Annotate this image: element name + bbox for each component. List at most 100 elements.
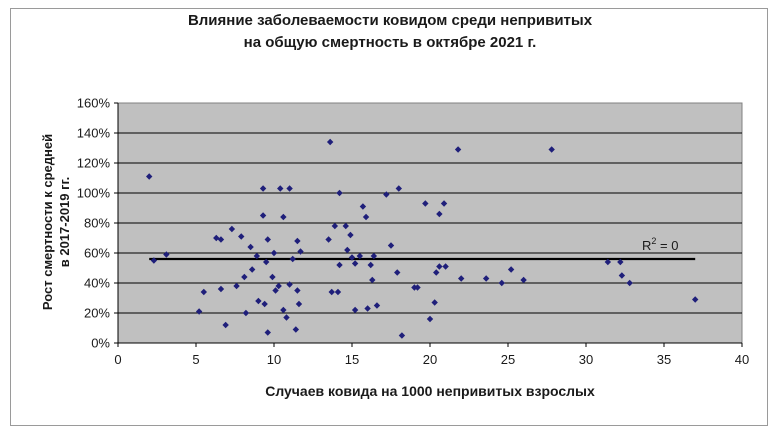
trendline-label-rest: = 0 [656, 238, 678, 253]
data-point [261, 300, 268, 308]
data-point [433, 269, 440, 276]
data-point [370, 252, 378, 260]
data-point [195, 308, 203, 315]
data-point [263, 258, 270, 266]
y-tick-label: 140% [77, 126, 111, 141]
data-point [294, 237, 301, 245]
data-point [253, 252, 261, 260]
data-point [426, 315, 434, 323]
data-point [264, 236, 271, 243]
data-point [431, 299, 438, 306]
data-point [458, 275, 465, 282]
y-tick-label: 40% [84, 276, 110, 291]
data-point [269, 273, 276, 281]
data-point [248, 266, 256, 273]
data-point [280, 306, 287, 314]
data-point [294, 287, 301, 294]
data-point [336, 261, 343, 269]
data-point [422, 200, 429, 207]
data-point [326, 138, 334, 146]
data-point [548, 146, 555, 153]
x-tick-label: 5 [192, 352, 199, 367]
data-point [618, 272, 626, 279]
data-point [626, 279, 633, 287]
data-point [222, 321, 229, 329]
data-point [617, 258, 624, 266]
data-point [498, 279, 505, 287]
chart-title-line-2: на общую смертность в октябре 2021 г. [243, 34, 537, 51]
data-point [292, 326, 300, 333]
data-point [228, 225, 236, 233]
x-tick-label: 40 [735, 352, 749, 367]
y-tick-label: 120% [77, 156, 111, 171]
y-axis-label-line-1: Рост смертности к средней [40, 133, 55, 311]
data-point [373, 302, 381, 309]
data-point [442, 263, 449, 270]
data-point [440, 200, 448, 207]
data-point [436, 263, 443, 270]
data-point [387, 242, 395, 249]
data-point [241, 273, 248, 281]
data-point [242, 309, 250, 317]
data-point [394, 269, 401, 276]
data-point [233, 282, 240, 290]
data-point [692, 296, 699, 303]
data-point [367, 261, 374, 269]
data-point [286, 185, 293, 192]
x-tick-label: 35 [657, 352, 671, 367]
x-tick-label: 20 [423, 352, 437, 367]
data-point [347, 231, 354, 239]
data-point [604, 258, 612, 266]
x-tick-label: 0 [114, 352, 121, 367]
data-point [369, 276, 376, 284]
data-point [383, 191, 390, 198]
data-point [255, 297, 262, 305]
data-point [362, 213, 370, 221]
data-point [280, 213, 287, 221]
x-tick-label: 30 [579, 352, 593, 367]
data-point [351, 260, 359, 267]
y-tick-label: 100% [77, 186, 111, 201]
y-tick-label: 20% [84, 306, 110, 321]
data-point [325, 236, 332, 243]
data-point [272, 287, 279, 294]
data-point [342, 222, 349, 230]
data-point [238, 233, 245, 240]
data-point [283, 314, 290, 321]
data-point [344, 246, 351, 254]
data-point [146, 173, 153, 180]
data-point [200, 288, 207, 296]
data-point [359, 203, 367, 210]
data-point [217, 236, 225, 243]
data-point [289, 255, 296, 263]
data-point [331, 222, 339, 230]
y-axis-label-line-2: в 2017-2019 гг. [57, 176, 72, 268]
y-tick-label: 160% [77, 96, 111, 111]
data-point [520, 276, 527, 284]
x-axis-label: Случаев ковида на 1000 непривитых взросл… [265, 383, 595, 399]
trendline-label: R2 = 0 [642, 236, 678, 253]
data-point [398, 332, 406, 339]
data-point [150, 257, 158, 264]
x-tick-label: 10 [267, 352, 281, 367]
data-point [259, 185, 267, 192]
data-point [270, 249, 278, 257]
data-point [328, 288, 335, 296]
chart-title: Влияние заболеваемости ковидом среди неп… [0, 10, 780, 54]
data-point [217, 285, 225, 293]
data-point [351, 306, 359, 314]
x-tick-label: 25 [501, 352, 515, 367]
data-point [264, 329, 271, 336]
data-point [259, 212, 267, 219]
data-point [482, 275, 490, 282]
data-point [356, 252, 363, 260]
data-point [336, 189, 343, 197]
data-point [436, 210, 443, 218]
x-tick-label: 15 [345, 352, 359, 367]
data-point [163, 251, 170, 258]
data-point [334, 288, 342, 296]
data-point [247, 243, 254, 251]
y-tick-label: 80% [84, 216, 110, 231]
data-point [507, 266, 515, 273]
data-point [295, 300, 303, 308]
